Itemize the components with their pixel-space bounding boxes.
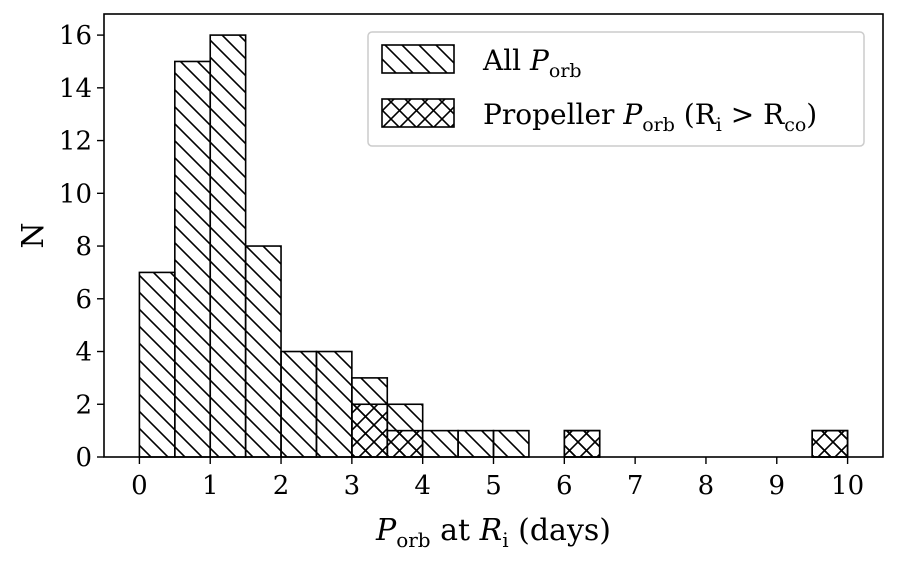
y-tick-label-10: 10 — [59, 179, 92, 209]
x-tick-label-1: 1 — [202, 471, 219, 501]
x-tick-label-8: 8 — [698, 471, 715, 501]
bar-all-5 — [492, 429, 530, 458]
bar-propeller-9.5 — [811, 429, 849, 458]
y-tick-label-8: 8 — [75, 232, 92, 262]
x-tick-label-10: 10 — [831, 471, 864, 501]
x-tick-label-7: 7 — [627, 471, 644, 501]
bar-all-4 — [421, 429, 459, 458]
bar-all-2.5 — [315, 350, 353, 458]
bar-all-1.5 — [244, 245, 282, 458]
bar-propeller-3.5 — [386, 429, 424, 458]
legend-swatch-propeller — [381, 98, 455, 128]
x-tick-label-5: 5 — [485, 471, 502, 501]
x-tick-label-6: 6 — [556, 471, 573, 501]
y-tick-label-0: 0 — [75, 443, 92, 473]
bar-propeller-3 — [351, 403, 389, 458]
y-tick-label-4: 4 — [75, 338, 92, 368]
legend-swatch-all — [381, 44, 455, 74]
bar-all-1 — [209, 34, 247, 458]
legend-label-all: All Porb — [482, 44, 582, 82]
bar-all-0.5 — [174, 60, 212, 458]
x-tick-label-3: 3 — [344, 471, 361, 501]
bar-propeller-6 — [563, 429, 601, 458]
legend-frame — [367, 31, 865, 147]
y-tick-label-14: 14 — [59, 74, 92, 104]
legend-label-propeller: Propeller Porb (Ri > Rco) — [483, 98, 817, 136]
y-tick-label-6: 6 — [75, 285, 92, 315]
legend: All Porb Propeller Porb (Ri > Rco) — [367, 31, 865, 147]
bar-all-2 — [280, 350, 318, 458]
x-axis-label: Porb at Ri (days) — [375, 513, 611, 552]
x-tick-label-9: 9 — [768, 471, 785, 501]
y-axis-label: N — [16, 222, 51, 248]
y-tick-label-16: 16 — [59, 21, 92, 51]
y-tick-label-2: 2 — [75, 390, 92, 420]
x-tick-label-2: 2 — [273, 471, 290, 501]
bar-all-0 — [138, 271, 176, 458]
y-tick-label-12: 12 — [59, 127, 92, 157]
histogram-bars — [138, 34, 849, 458]
x-tick-label-4: 4 — [414, 471, 431, 501]
bar-all-4.5 — [457, 429, 495, 458]
x-tick-label-0: 0 — [131, 471, 148, 501]
